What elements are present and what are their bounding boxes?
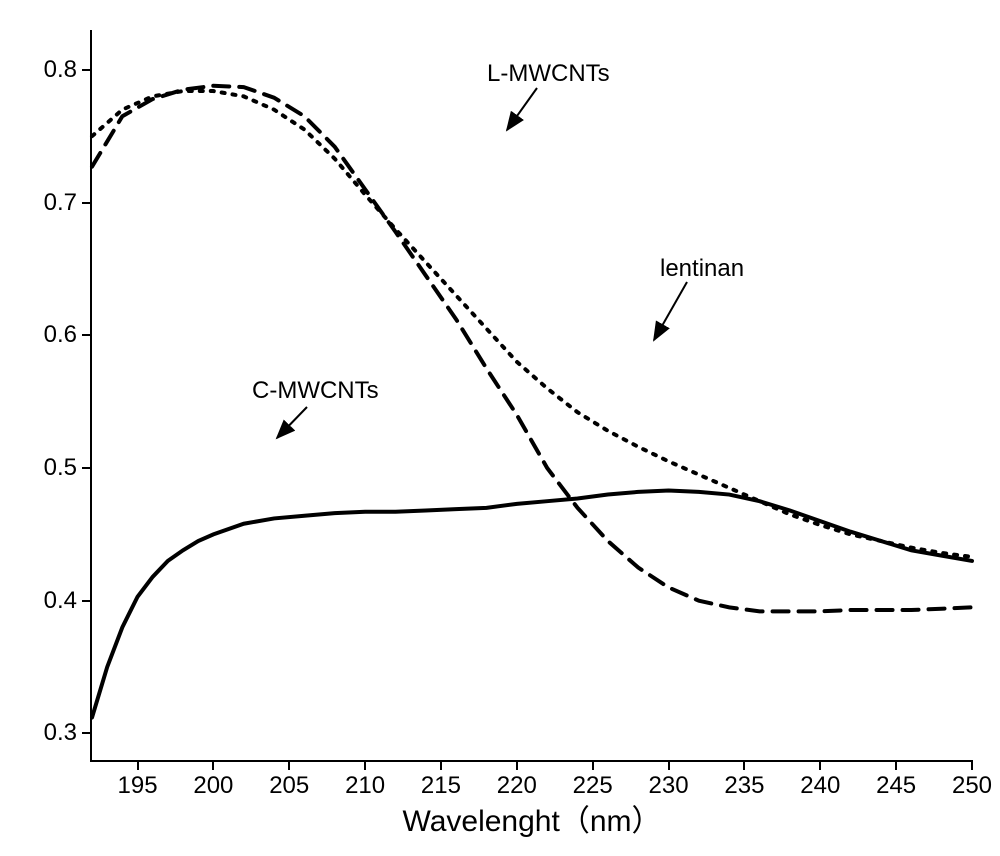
annotation-c-mwcnts: C-MWCNTs	[252, 377, 379, 405]
arrow-l_mwcnts	[507, 88, 537, 130]
y-tick	[82, 732, 92, 734]
x-tick	[592, 760, 594, 770]
x-tick-label: 205	[269, 772, 309, 800]
y-tick-label: 0.3	[37, 719, 77, 747]
x-tick	[971, 760, 973, 770]
y-tick-label: 0.6	[37, 321, 77, 349]
y-tick	[82, 202, 92, 204]
arrow-c_mwcnts	[277, 407, 307, 438]
plot-area: 0.30.40.50.60.70.8 195200205210215220225…	[90, 30, 972, 762]
x-tick	[440, 760, 442, 770]
chart-svg	[92, 30, 972, 760]
x-tick	[364, 760, 366, 770]
y-tick	[82, 69, 92, 71]
x-tick-label: 240	[800, 772, 840, 800]
x-axis-label: Wavelenght（nm）	[403, 796, 662, 840]
y-tick-label: 0.4	[37, 587, 77, 615]
series-c_mwcnts	[92, 491, 972, 718]
x-tick-label: 195	[117, 772, 157, 800]
x-tick	[137, 760, 139, 770]
y-tick-label: 0.8	[37, 56, 77, 84]
y-tick-label: 0.7	[37, 189, 77, 217]
x-tick	[819, 760, 821, 770]
y-tick	[82, 600, 92, 602]
arrow-lentinan	[654, 282, 687, 340]
series-lentinan	[92, 91, 972, 557]
x-tick-label: 245	[876, 772, 916, 800]
x-tick-label: 250	[952, 772, 992, 800]
y-tick	[82, 467, 92, 469]
chart-container: 0.30.40.50.60.70.8 195200205210215220225…	[0, 0, 1000, 856]
x-tick	[743, 760, 745, 770]
annotation-lentinan: lentinan	[660, 255, 744, 283]
x-tick	[516, 760, 518, 770]
x-tick	[288, 760, 290, 770]
y-tick	[82, 334, 92, 336]
annotation-l-mwcnts: L-MWCNTs	[487, 60, 610, 88]
x-tick	[895, 760, 897, 770]
x-tick	[212, 760, 214, 770]
x-tick-label: 235	[724, 772, 764, 800]
x-tick-label: 210	[345, 772, 385, 800]
x-tick	[668, 760, 670, 770]
y-tick-label: 0.5	[37, 454, 77, 482]
x-tick-label: 200	[193, 772, 233, 800]
